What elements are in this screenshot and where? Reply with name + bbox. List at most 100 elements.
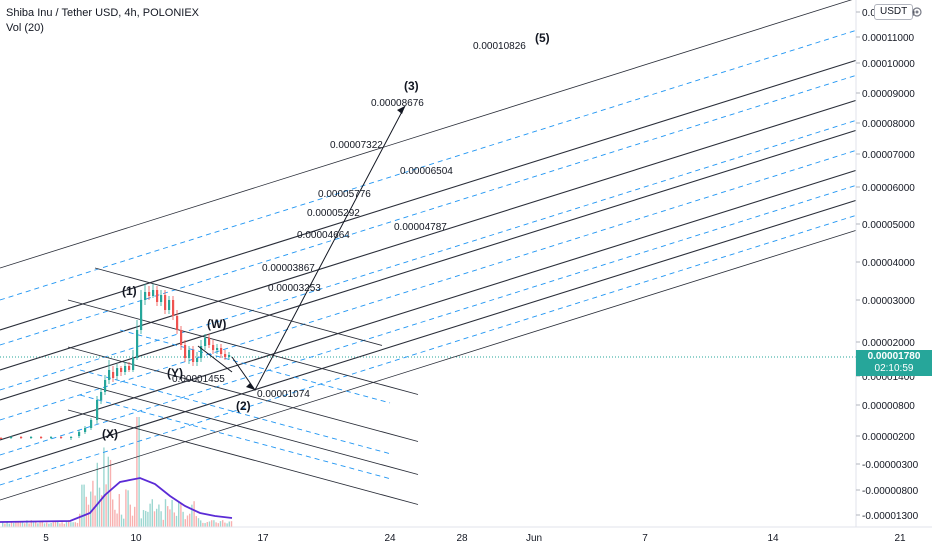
falling-channel-line <box>67 346 419 442</box>
axis-settings-icon[interactable] <box>908 4 926 20</box>
volume-bar <box>208 521 211 527</box>
candle-body <box>160 295 163 302</box>
current-price-tag: 0.00001780 02:10:59 <box>856 350 932 376</box>
rising-channel-dashed <box>0 119 857 391</box>
volume-bar <box>26 520 28 527</box>
wave-projection[interactable] <box>197 105 406 391</box>
candle-body <box>200 346 203 358</box>
candle-body <box>78 432 81 436</box>
falling-channel-dashed <box>79 394 391 480</box>
candle-body <box>112 372 115 378</box>
volume-bar <box>52 522 54 527</box>
volume-bar <box>21 521 24 527</box>
volume-bar <box>175 515 178 527</box>
volume-bar <box>68 520 70 527</box>
y-tick-label: 0.00000800 <box>862 401 915 412</box>
volume-bar <box>37 523 39 527</box>
volume-bar <box>24 523 26 527</box>
volume-bar <box>197 518 200 527</box>
volume-bar <box>4 523 6 527</box>
falling-channel-dashed <box>79 369 391 455</box>
y-tick-label: 0.00009000 <box>862 89 915 100</box>
y-tick-label: 0.00010000 <box>862 59 915 70</box>
volume-bar <box>215 522 217 527</box>
volume-bar <box>98 487 101 527</box>
volume-bar <box>195 516 197 527</box>
volume-bar <box>178 501 180 527</box>
projection-level-label: 0.00003867 <box>262 263 315 274</box>
volume-bar <box>136 417 138 527</box>
symbol-title[interactable]: Shiba Inu / Tether USD, 4h, POLONIEX <box>6 7 200 19</box>
candle-body <box>104 380 107 392</box>
candle-body <box>176 316 179 330</box>
candle-body <box>144 292 147 300</box>
parallel-channels[interactable] <box>0 0 857 505</box>
projection-level-label: 0.00006504 <box>400 166 453 177</box>
candle-body <box>184 345 187 358</box>
volume-bar <box>39 522 41 527</box>
projection-level-label: 0.00005292 <box>307 208 360 219</box>
candle-body <box>224 354 227 357</box>
candle-body <box>90 420 93 428</box>
price-candles <box>0 284 231 440</box>
volume-bar <box>70 522 72 527</box>
volume-bar <box>54 521 57 527</box>
candle-body <box>140 300 143 330</box>
y-tick-label: 0.00011000 <box>862 33 915 44</box>
volume-bar <box>6 522 8 527</box>
candle-body <box>40 437 43 438</box>
projection-segment <box>197 345 233 373</box>
volume-indicator-label[interactable]: Vol (20) <box>6 22 44 34</box>
candle-body <box>120 368 123 372</box>
volume-bar <box>162 519 164 527</box>
volume-bar <box>116 513 118 527</box>
volume-bar <box>2 522 4 527</box>
wave-label: (W) <box>207 317 226 331</box>
wave-label: (1) <box>122 284 137 298</box>
volume-bar <box>171 499 173 527</box>
wave-label: (X) <box>102 427 118 441</box>
candle-body <box>156 290 159 302</box>
projection-level-label: 0.00008676 <box>371 98 424 109</box>
candle-body <box>30 437 33 438</box>
y-tick-label: 0.00000200 <box>862 432 915 443</box>
y-tick-label: 0.00002000 <box>862 338 915 349</box>
volume-bar <box>90 491 92 527</box>
volume-bar <box>96 462 98 527</box>
volume-bar <box>50 523 52 527</box>
volume-bar <box>28 523 30 527</box>
y-tick-label: 0.00003000 <box>862 296 915 307</box>
candle-body <box>100 392 103 400</box>
volume-bar <box>184 519 186 527</box>
volume-bar <box>138 417 140 527</box>
wave-label: (5) <box>535 31 550 45</box>
candle-body <box>136 330 139 358</box>
volume-bar <box>63 523 65 527</box>
volume-bar <box>30 520 32 527</box>
falling-channel-dashed <box>119 329 391 404</box>
bar-countdown: 02:10:59 <box>874 363 914 374</box>
volume-bar <box>180 502 182 527</box>
volume-bar <box>81 484 83 527</box>
rising-channel-dashed <box>0 214 857 486</box>
volume-bar <box>76 522 79 527</box>
volume-bar <box>72 522 74 527</box>
volume-bar <box>213 520 215 527</box>
candle-body <box>164 295 167 310</box>
rising-channel-line <box>0 0 853 269</box>
y-tick-label: 0.00007000 <box>862 150 915 161</box>
volume-bar <box>127 490 129 527</box>
y-tick-label: -0.00001300 <box>862 511 919 522</box>
volume-bar <box>92 480 94 527</box>
volume-bar <box>191 504 193 527</box>
candle-body <box>116 368 119 376</box>
y-tick-label: 0.00006000 <box>862 183 915 194</box>
volume-bar <box>83 484 85 527</box>
x-tick-label: 5 <box>43 533 49 544</box>
projection-level-label: 0.00001074 <box>257 389 310 400</box>
volume-bar <box>189 513 191 527</box>
volume-bar <box>131 515 134 527</box>
volume-bar <box>59 523 61 527</box>
